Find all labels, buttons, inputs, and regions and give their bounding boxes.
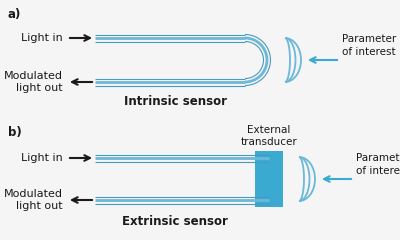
- Text: Modulated
light out: Modulated light out: [4, 71, 63, 93]
- Text: Light in: Light in: [21, 153, 63, 163]
- Text: Extrinsic sensor: Extrinsic sensor: [122, 215, 228, 228]
- Text: External
transducer: External transducer: [241, 125, 297, 147]
- Text: Intrinsic sensor: Intrinsic sensor: [124, 95, 226, 108]
- Text: Light in: Light in: [21, 33, 63, 43]
- Bar: [255, 151, 283, 207]
- Text: Parameter
of interest: Parameter of interest: [342, 34, 396, 57]
- Text: a): a): [8, 8, 21, 21]
- Text: Modulated
light out: Modulated light out: [4, 189, 63, 211]
- Text: Parameter
of interest: Parameter of interest: [356, 153, 400, 176]
- Text: b): b): [8, 126, 22, 139]
